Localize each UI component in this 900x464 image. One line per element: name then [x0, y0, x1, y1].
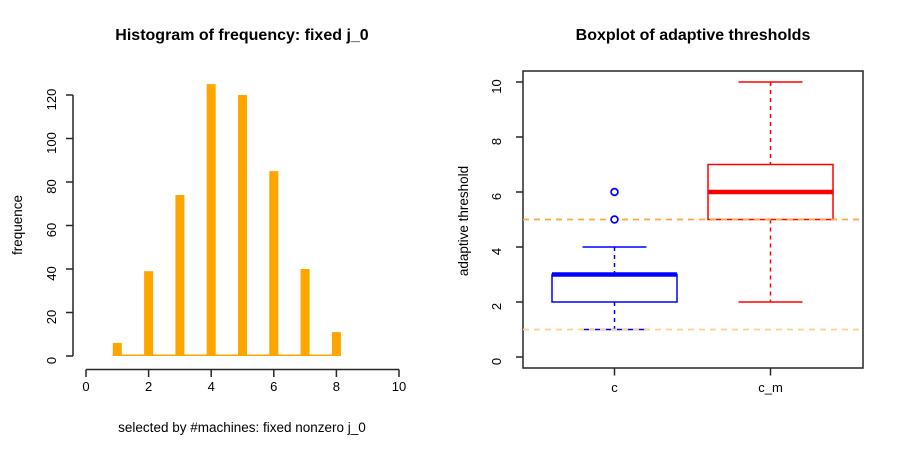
histogram-bar [238, 95, 247, 356]
x-tick-label: 4 [208, 379, 215, 394]
histogram-bar [206, 84, 216, 356]
histogram-bar [144, 271, 154, 356]
histogram-xlabel: selected by #machines: fixed nonzero j_0 [118, 420, 366, 435]
y-tick-label: 20 [44, 310, 59, 324]
histogram-bar [300, 269, 310, 356]
y-tick-label: 6 [489, 193, 504, 200]
y-tick-label: 8 [489, 138, 504, 145]
x-tick-label: 2 [145, 379, 152, 394]
group-label: c [611, 380, 618, 395]
histogram-ylabel: frequence [10, 195, 25, 255]
boxplot-svg: Boxplot of adaptive thresholds adaptive t… [456, 27, 864, 395]
histogram-bar [331, 332, 341, 356]
box-rect [551, 273, 678, 303]
x-tick-label: 6 [270, 379, 277, 394]
x-tick-label: 10 [392, 379, 406, 394]
boxplot-title: Boxplot of adaptive thresholds [576, 27, 811, 44]
group-label: c_m [758, 380, 783, 395]
histogram-bar [269, 171, 279, 356]
y-tick-label: 100 [44, 132, 59, 154]
y-tick-label: 40 [44, 266, 59, 280]
y-tick-label: 80 [44, 179, 59, 193]
histogram-title: Histogram of frequency: fixed j_0 [115, 27, 368, 44]
y-tick-label: 60 [44, 223, 59, 237]
x-tick-label: 8 [333, 379, 340, 394]
y-tick-label: 0 [44, 357, 59, 364]
histogram-bar [112, 342, 122, 356]
y-tick-label: 120 [44, 89, 59, 111]
histogram-bar [175, 195, 185, 356]
outlier-point [610, 187, 619, 197]
y-tick-label: 4 [489, 248, 504, 255]
y-tick-label: 0 [489, 358, 504, 365]
y-tick-label: 2 [489, 303, 504, 310]
histogram-svg: Histogram of frequency: fixed j_0selecte… [10, 27, 406, 435]
boxplot-ylabel: adaptive threshold [456, 166, 471, 276]
y-tick-label: 10 [489, 79, 504, 93]
outlier-point [610, 215, 619, 224]
x-tick-label: 0 [82, 379, 89, 394]
boxplot-panel: Boxplot of adaptive thresholds adaptive t… [450, 0, 900, 459]
